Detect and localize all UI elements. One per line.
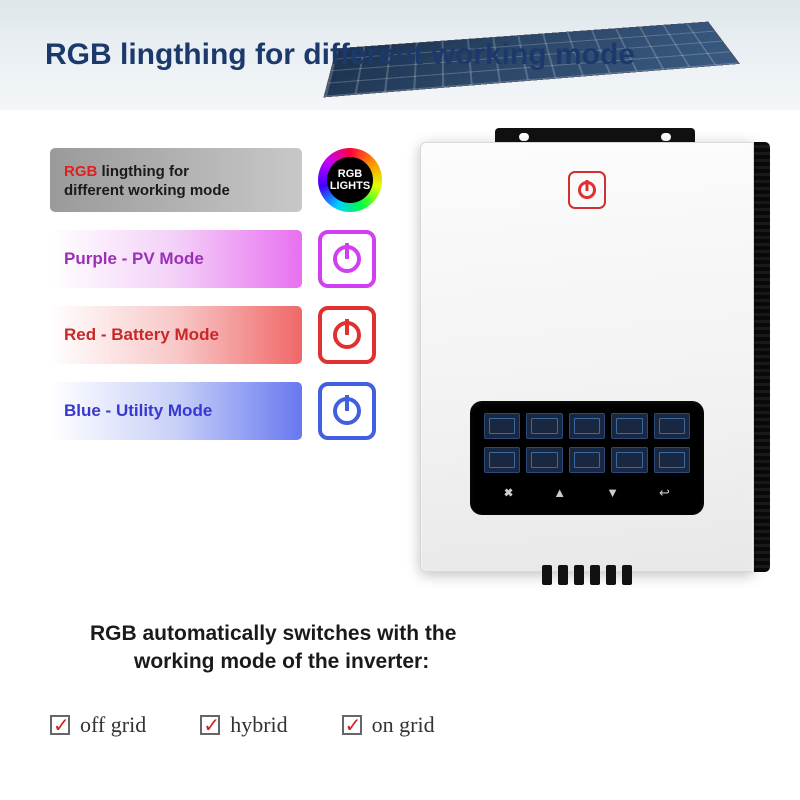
screen-tile bbox=[611, 413, 647, 439]
connector bbox=[606, 565, 616, 585]
screen-tile bbox=[654, 413, 690, 439]
mode-bar: Blue - Utility Mode bbox=[50, 382, 302, 440]
screen-tile bbox=[654, 447, 690, 473]
rgb-badge-label: RGB LIGHTS bbox=[330, 168, 370, 192]
screen-tile bbox=[526, 447, 562, 473]
footer-text: RGB automatically switches with the work… bbox=[90, 620, 590, 677]
intro-word-lingthing: lingthing bbox=[102, 163, 165, 180]
screen-tile bbox=[569, 413, 605, 439]
device-body: 🞮 ▲ ▼ ↩ bbox=[420, 142, 754, 572]
mode-icon-box bbox=[318, 306, 376, 364]
footer-line1: RGB automatically switches with the bbox=[90, 622, 456, 645]
connector bbox=[590, 565, 600, 585]
checkbox-icon bbox=[342, 715, 362, 735]
screen-tile bbox=[526, 413, 562, 439]
device-connectors bbox=[542, 565, 632, 585]
connector bbox=[574, 565, 584, 585]
check-item: hybrid bbox=[200, 712, 287, 738]
device-side-vent bbox=[754, 142, 770, 572]
rgb-badge-line1: RGB bbox=[338, 168, 362, 180]
connector bbox=[542, 565, 552, 585]
screen-button: ↩ bbox=[659, 485, 670, 501]
mode-row: Purple - PV Mode bbox=[50, 230, 390, 288]
screen-button: ▼ bbox=[606, 485, 619, 501]
mode-row: Blue - Utility Mode bbox=[50, 382, 390, 440]
power-icon bbox=[333, 245, 361, 273]
device-screen: 🞮 ▲ ▼ ↩ bbox=[470, 401, 704, 515]
checkbox-icon bbox=[50, 715, 70, 735]
intro-bar: RGB lingthing for different working mode bbox=[50, 148, 302, 212]
footer-line2: working mode of the inverter: bbox=[90, 648, 590, 676]
screen-tile bbox=[611, 447, 647, 473]
page-title: RGB lingthing for different working mode bbox=[45, 38, 635, 72]
left-column: RGB lingthing for different working mode… bbox=[50, 148, 390, 440]
screen-button: 🞮 bbox=[504, 485, 513, 501]
power-icon bbox=[333, 321, 361, 349]
rgb-lights-badge: RGB LIGHTS bbox=[318, 148, 382, 212]
check-label: hybrid bbox=[230, 712, 287, 738]
check-item: on grid bbox=[342, 712, 435, 738]
screen-buttons: 🞮 ▲ ▼ ↩ bbox=[484, 485, 690, 501]
mode-icon-box bbox=[318, 382, 376, 440]
check-label: on grid bbox=[372, 712, 435, 738]
intro-word-for: for bbox=[169, 163, 189, 180]
check-label: off grid bbox=[80, 712, 146, 738]
check-item: off grid bbox=[50, 712, 146, 738]
screen-tile bbox=[569, 447, 605, 473]
screen-tile bbox=[484, 413, 520, 439]
screen-tile bbox=[484, 447, 520, 473]
mode-bar: Purple - PV Mode bbox=[50, 230, 302, 288]
screen-icon-grid bbox=[484, 413, 690, 475]
mode-row: Red - Battery Mode bbox=[50, 306, 390, 364]
intro-row: RGB lingthing for different working mode… bbox=[50, 148, 390, 212]
screen-button: ▲ bbox=[553, 485, 566, 501]
intro-line2: different working mode bbox=[64, 182, 230, 199]
intro-bar-text: RGB lingthing for different working mode bbox=[64, 162, 230, 201]
mode-icon-box bbox=[318, 230, 376, 288]
inverter-device: 🞮 ▲ ▼ ↩ bbox=[420, 128, 770, 588]
rgb-badge-line2: LIGHTS bbox=[330, 180, 370, 192]
intro-word-rgb: RGB bbox=[64, 163, 97, 180]
hero-banner: RGB lingthing for different working mode bbox=[0, 0, 800, 110]
connector bbox=[558, 565, 568, 585]
check-list: off grid hybrid on grid bbox=[50, 712, 435, 738]
power-icon bbox=[333, 397, 361, 425]
device-logo bbox=[568, 171, 606, 209]
mode-bar: Red - Battery Mode bbox=[50, 306, 302, 364]
power-icon bbox=[578, 181, 596, 199]
connector bbox=[622, 565, 632, 585]
checkbox-icon bbox=[200, 715, 220, 735]
